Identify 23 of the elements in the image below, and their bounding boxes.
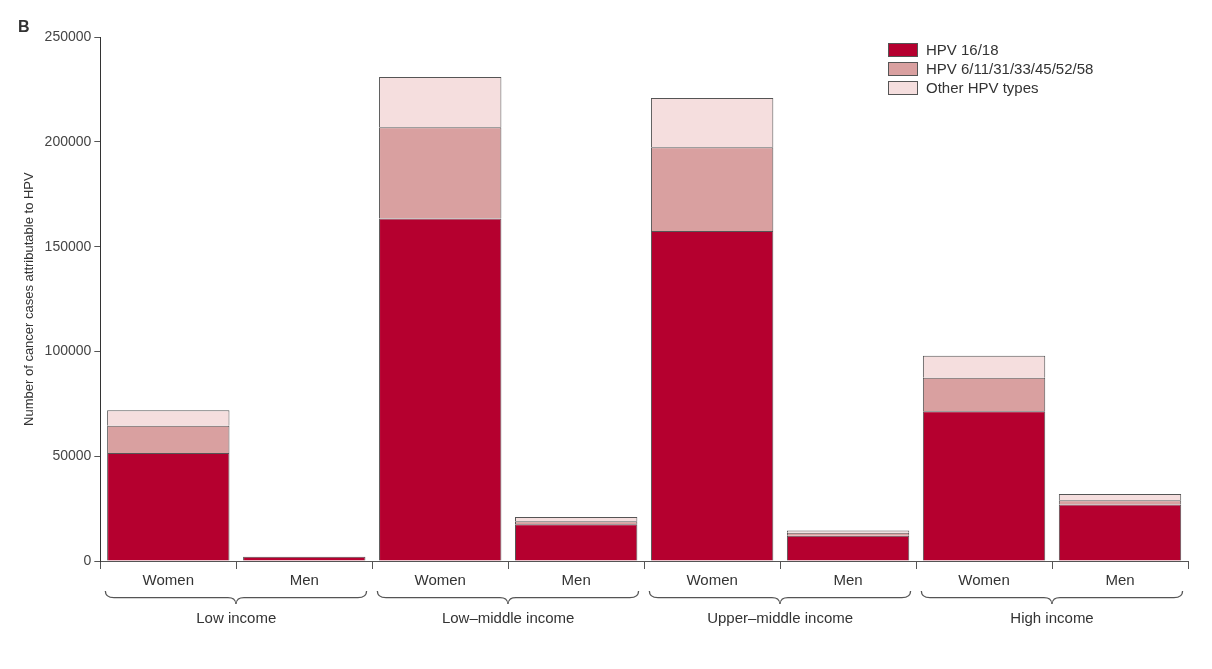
y-tick-label: 100000	[44, 342, 92, 359]
legend-label: HPV 6/11/31/33/45/52/58	[926, 60, 1094, 78]
x-tick-label: Men	[289, 571, 319, 589]
x-tick-label: Women	[142, 571, 195, 589]
y-tick-label: 250000	[44, 28, 92, 45]
x-tick-label: Women	[958, 571, 1010, 589]
x-tick-label: Men	[833, 571, 863, 589]
x-tick-label: Men	[1105, 571, 1135, 589]
legend-label: HPV 16/18	[926, 41, 999, 59]
y-tick-label: 150000	[44, 237, 92, 254]
text: Low income	[195, 609, 278, 626]
legend-label: Other HPV types	[926, 79, 1039, 97]
text: Low–middle income	[440, 609, 576, 626]
y-axis-title: Number of cancer cases attributable to HPV	[21, 171, 37, 426]
x-tick-label: Women	[686, 571, 738, 589]
y-tick-label: 200000	[44, 132, 92, 149]
text: Upper–middle income	[706, 609, 855, 626]
x-tick-label: Men	[561, 571, 591, 589]
text: High income	[1009, 609, 1095, 626]
x-tick-label: Women	[414, 571, 466, 589]
y-tick-label: 0	[83, 551, 92, 568]
chart-title: B	[18, 18, 30, 36]
y-tick-label: 50000	[52, 447, 92, 464]
